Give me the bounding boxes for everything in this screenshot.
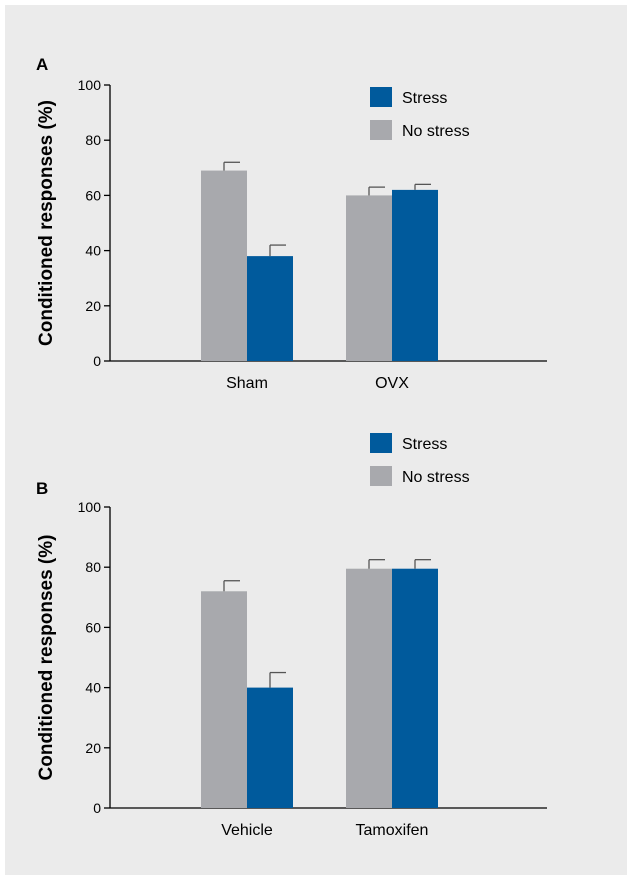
legend-label: Stress xyxy=(402,436,447,453)
y-tick-label: 0 xyxy=(93,353,101,369)
x-tick-label: Sham xyxy=(226,375,268,392)
panel-letter: B xyxy=(36,479,48,498)
bar xyxy=(247,687,293,808)
legend-swatch xyxy=(370,87,392,107)
figure: A 0 20 40 60 80 100 Conditioned responses (%) Sh… xyxy=(5,5,627,875)
x-tick-label: OVX xyxy=(375,375,409,392)
bar xyxy=(201,591,247,808)
y-tick-label: 100 xyxy=(78,77,102,93)
y-tick-label: 20 xyxy=(85,740,101,756)
legend-label: No stress xyxy=(402,123,470,140)
chart-svg: A 0 20 40 60 80 100 Conditioned responses (%) Sh… xyxy=(36,55,547,839)
y-tick-label: 0 xyxy=(93,800,101,816)
legend-swatch xyxy=(370,120,392,140)
bar xyxy=(392,189,438,361)
y-tick-label: 20 xyxy=(85,298,101,314)
y-tick-label: 60 xyxy=(85,619,101,635)
bar xyxy=(392,568,438,808)
bar xyxy=(247,256,293,361)
legend-swatch xyxy=(370,466,392,486)
x-tick-label: Tamoxifen xyxy=(356,822,429,839)
legend-label: No stress xyxy=(402,469,470,486)
y-tick-label: 40 xyxy=(85,243,101,259)
y-tick-label: 80 xyxy=(85,559,101,575)
bar xyxy=(201,170,247,361)
y-axis-label: Conditioned responses (%) xyxy=(36,535,57,781)
y-tick-label: 60 xyxy=(85,187,101,203)
legend-swatch xyxy=(370,433,392,453)
legend-label: Stress xyxy=(402,90,447,107)
y-tick-label: 40 xyxy=(85,680,101,696)
bar xyxy=(346,568,392,808)
bar xyxy=(346,195,392,361)
y-tick-label: 80 xyxy=(85,132,101,148)
panel-letter: A xyxy=(36,55,48,74)
y-axis-label: Conditioned responses (%) xyxy=(36,100,57,346)
x-tick-label: Vehicle xyxy=(221,822,273,839)
y-tick-label: 100 xyxy=(78,499,102,515)
